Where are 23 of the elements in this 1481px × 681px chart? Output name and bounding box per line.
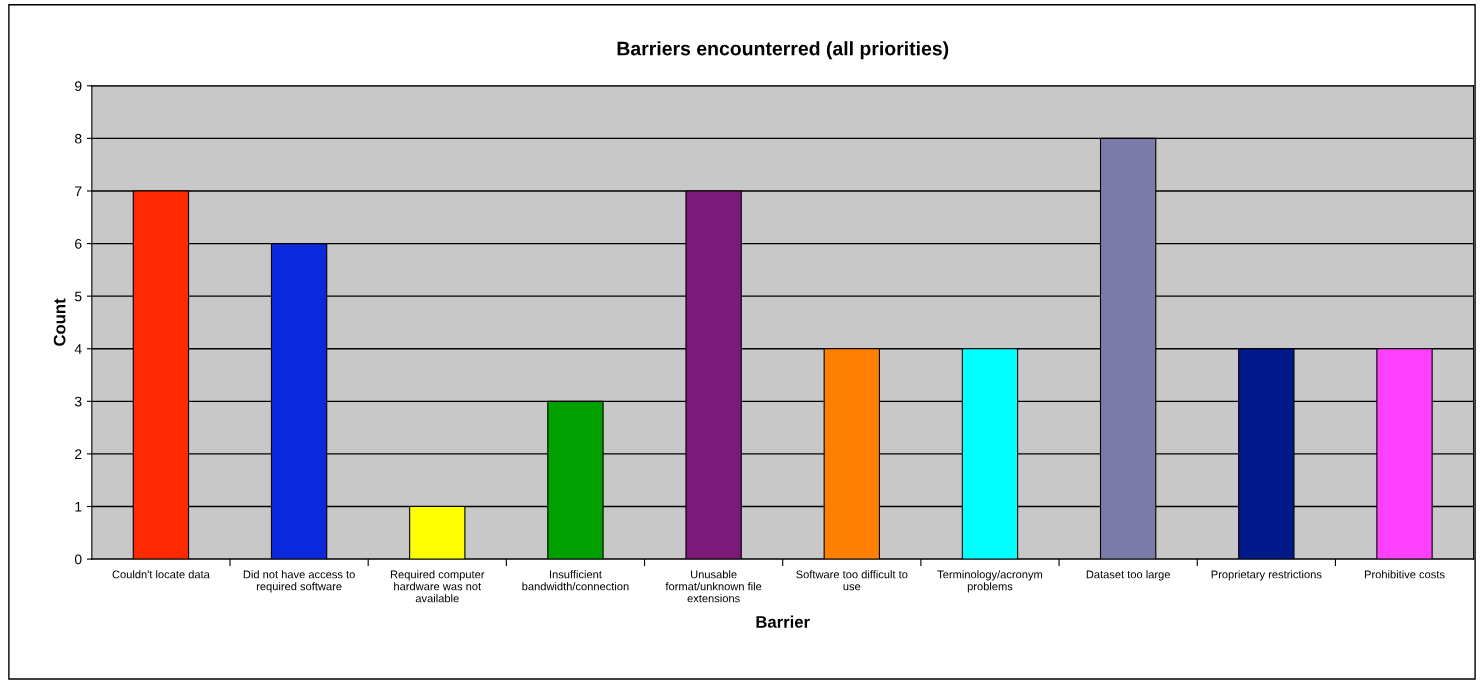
y-tick-label: 9: [75, 81, 82, 91]
y-tick-label: 3: [74, 396, 82, 407]
y-axis-title: Count: [53, 298, 66, 346]
y-tick-label: 4: [74, 344, 82, 354]
y-tick-label: 8: [74, 133, 82, 144]
x-tick-label: Couldn't locate data: [112, 570, 210, 579]
x-tick-label: Did not have access to required software: [243, 570, 355, 593]
x-tick-label: Required computer hardware was not available: [390, 570, 485, 603]
y-tick-label: 2: [75, 449, 82, 459]
y-tick-label: 0: [74, 554, 82, 565]
x-tick-label: Prohibitive costs: [1364, 570, 1445, 579]
y-tick-label: 7: [75, 186, 82, 197]
x-tick-label: Insufficient bandwidth/connection: [522, 570, 629, 591]
y-tick-label: 1: [75, 501, 82, 512]
x-tick-label: Dataset too large: [1086, 570, 1170, 581]
y-tick-label: 5: [74, 291, 82, 302]
x-tick-label: Software too difficult to use: [796, 570, 908, 591]
x-tick-label: Terminology/acronym problems: [937, 570, 1043, 593]
x-tick-label: Unusable format/unknown file extensions: [665, 570, 762, 603]
x-axis-title: Barrier: [756, 615, 810, 628]
x-tick-label: Proprietary restrictions: [1211, 570, 1322, 581]
chart-title: Barriers encounterred (all priorities): [617, 41, 949, 60]
y-tick-label: 6: [75, 238, 82, 249]
